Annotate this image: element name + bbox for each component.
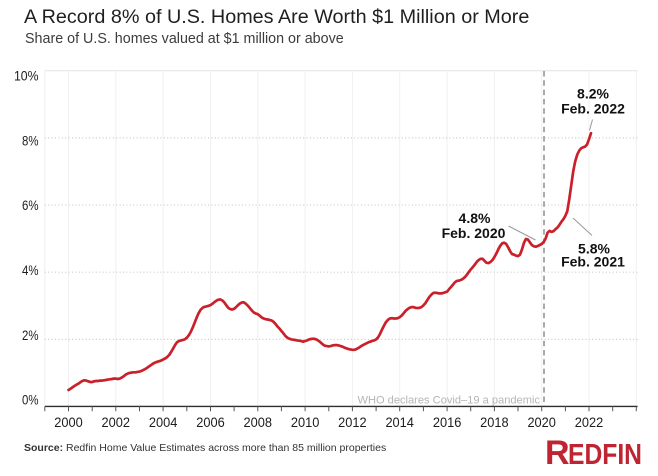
svg-text:2010: 2010 bbox=[291, 414, 320, 430]
svg-text:R: R bbox=[545, 434, 570, 472]
svg-text:5.8%: 5.8% bbox=[578, 241, 610, 257]
svg-text:2004: 2004 bbox=[149, 414, 178, 430]
svg-text:2008: 2008 bbox=[244, 414, 273, 430]
svg-text:Feb. 2020: Feb. 2020 bbox=[442, 225, 506, 241]
svg-text:Share of U.S. homes valued at: Share of U.S. homes valued at $1 million… bbox=[25, 31, 344, 47]
svg-text:8%: 8% bbox=[22, 134, 39, 149]
svg-text:Feb. 2021: Feb. 2021 bbox=[561, 254, 625, 270]
svg-text:2006: 2006 bbox=[196, 414, 225, 430]
svg-text:Feb. 2022: Feb. 2022 bbox=[561, 101, 625, 117]
svg-text:A Record 8% of U.S. Homes Are: A Record 8% of U.S. Homes Are Worth $1 M… bbox=[24, 6, 529, 28]
svg-text:2002: 2002 bbox=[102, 414, 131, 430]
svg-text:2018: 2018 bbox=[480, 414, 509, 430]
svg-text:4%: 4% bbox=[22, 263, 39, 278]
svg-text:2020: 2020 bbox=[527, 414, 556, 430]
svg-text:2%: 2% bbox=[22, 328, 39, 343]
svg-text:2022: 2022 bbox=[575, 414, 604, 430]
svg-text:10%: 10% bbox=[14, 69, 39, 84]
svg-text:2012: 2012 bbox=[338, 414, 367, 430]
svg-text:8.2%: 8.2% bbox=[577, 86, 609, 102]
svg-text:2016: 2016 bbox=[433, 414, 462, 430]
svg-text:2000: 2000 bbox=[54, 414, 83, 430]
svg-text:EDFIN: EDFIN bbox=[568, 439, 642, 471]
svg-text:4.8%: 4.8% bbox=[459, 210, 491, 226]
svg-text:Source: Redfin Home Value Esti: Source: Redfin Home Value Estimates acro… bbox=[24, 442, 386, 454]
svg-text:6%: 6% bbox=[22, 198, 39, 213]
svg-text:0%: 0% bbox=[22, 393, 39, 408]
svg-text:2014: 2014 bbox=[385, 414, 414, 430]
svg-text:WHO declares Covid–19 a pandem: WHO declares Covid–19 a pandemic bbox=[357, 395, 540, 407]
